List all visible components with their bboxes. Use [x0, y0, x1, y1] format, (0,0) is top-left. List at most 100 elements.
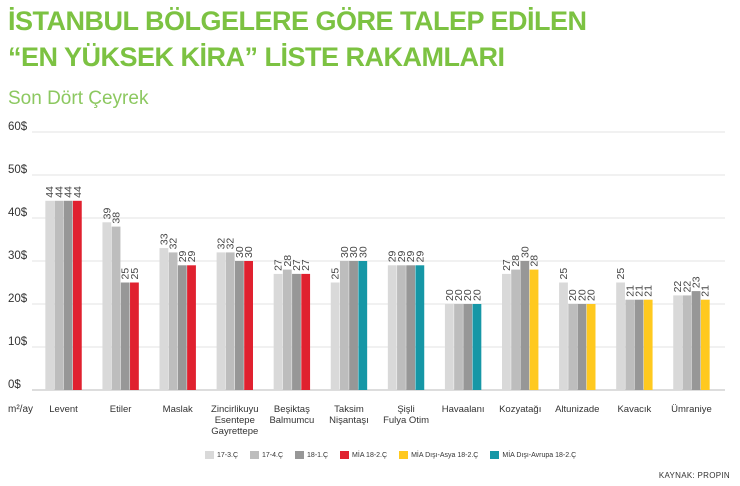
bar [454, 304, 463, 390]
y-tick-label: 10$ [8, 336, 28, 348]
category-label: Altunizade [555, 404, 599, 415]
legend-label: 18-1.Ç [307, 451, 329, 459]
data-label: 20 [576, 289, 588, 301]
data-label: 29 [186, 250, 198, 262]
category-label: Maslak [163, 404, 193, 415]
bar [406, 265, 416, 390]
legend-swatch [340, 451, 350, 459]
data-label: 21 [624, 285, 636, 297]
legend-swatch [490, 451, 500, 459]
chart-legend: 17-3.Ç 17-4.Ç 18-1.Ç MİA 18-2.Ç MİA Dışı-Asy… [205, 451, 588, 459]
data-label: 33 [158, 233, 170, 245]
data-label: 28 [510, 255, 522, 267]
y-tick-label: 20$ [8, 293, 28, 305]
category-label: Nişantaşı [329, 415, 369, 426]
bar [339, 261, 349, 390]
data-label: 44 [53, 186, 65, 198]
data-label: 25 [615, 268, 627, 280]
bar [559, 282, 568, 390]
data-label: 44 [63, 186, 75, 198]
chart-title-line-2: “EN YÜKSEK KİRA” LİSTE RAKAMLARI [8, 42, 505, 72]
bar [282, 269, 292, 390]
legend-label: MİA Dışı-Avrupa 18-2.Ç [502, 451, 577, 459]
bar [586, 304, 596, 390]
legend-item: 18-1.Ç [295, 451, 328, 459]
unit-label: m²/ay [8, 404, 33, 415]
legend-swatch [295, 451, 305, 459]
bar [45, 200, 55, 390]
data-label: 30 [519, 246, 531, 258]
bar [511, 269, 521, 390]
category-label: Esentepe [215, 415, 255, 426]
y-tick-label: 40$ [8, 207, 28, 219]
data-label: 25 [558, 268, 570, 280]
bar [63, 200, 73, 390]
data-label: 25 [120, 268, 132, 280]
data-label: 28 [529, 255, 541, 267]
bar [168, 252, 178, 390]
bar [111, 226, 121, 390]
data-label: 27 [273, 259, 285, 271]
bar [225, 252, 235, 390]
bar [577, 304, 587, 390]
data-label: 27 [291, 259, 303, 271]
bar [463, 304, 473, 390]
category-label: Balmumcu [269, 415, 314, 426]
data-label: 30 [234, 246, 246, 258]
bar [234, 261, 244, 390]
bar [244, 261, 253, 390]
data-label: 32 [225, 238, 237, 250]
category-label: Kozyatağı [499, 404, 541, 415]
category-label: Havaalanı [442, 404, 485, 415]
legend-item: 17-4.Ç [250, 451, 283, 459]
legend-item: MİA Dışı-Avrupa 18-2.Ç [490, 451, 576, 459]
bar [397, 265, 406, 390]
data-label: 21 [633, 285, 645, 297]
data-label: 20 [444, 289, 456, 301]
data-label: 29 [177, 250, 189, 262]
bar [330, 282, 340, 390]
bar [216, 252, 226, 390]
bar [54, 200, 64, 390]
bar [358, 261, 368, 390]
bar [616, 282, 625, 390]
data-label: 20 [567, 289, 579, 301]
y-tick-label: 60$ [8, 121, 28, 133]
bar [415, 265, 425, 390]
data-label: 27 [501, 259, 513, 271]
data-label: 32 [168, 238, 180, 250]
category-label: Fulya Otim [383, 415, 429, 426]
data-label: 20 [453, 289, 465, 301]
legend-item: 17-3.Ç [205, 451, 238, 459]
bar [444, 304, 454, 390]
source-note: KAYNAK: PROPIN [658, 471, 730, 480]
bar [568, 304, 578, 390]
bar [177, 265, 187, 390]
legend-item: MİA 18-2.Ç [340, 451, 387, 459]
category-label: Levent [49, 404, 78, 415]
bar [349, 261, 358, 390]
data-label: 20 [462, 289, 474, 301]
category-label: Taksim [334, 404, 364, 415]
category-label: Kavacık [617, 404, 651, 415]
legend-label: 17-3.Ç [217, 451, 239, 459]
data-label: 20 [586, 289, 598, 301]
legend-label: MİA Dışı-Asya 18-2.Ç [411, 451, 479, 459]
bar [159, 248, 169, 390]
bar [130, 282, 139, 390]
legend-label: 17-4.Ç [262, 451, 284, 459]
bar [72, 200, 82, 390]
bar [502, 273, 511, 390]
data-label: 29 [414, 250, 426, 262]
bar [682, 295, 692, 390]
bar [387, 265, 397, 390]
legend-label: MİA 18-2.Ç [352, 451, 388, 459]
data-label: 25 [330, 268, 342, 280]
data-label: 25 [129, 268, 141, 280]
bar [301, 273, 311, 390]
data-label: 27 [300, 259, 312, 271]
data-label: 39 [101, 207, 113, 219]
bar [292, 273, 301, 390]
legend-item: MİA Dışı-Asya 18-2.Ç [399, 451, 478, 459]
data-label: 32 [215, 238, 227, 250]
